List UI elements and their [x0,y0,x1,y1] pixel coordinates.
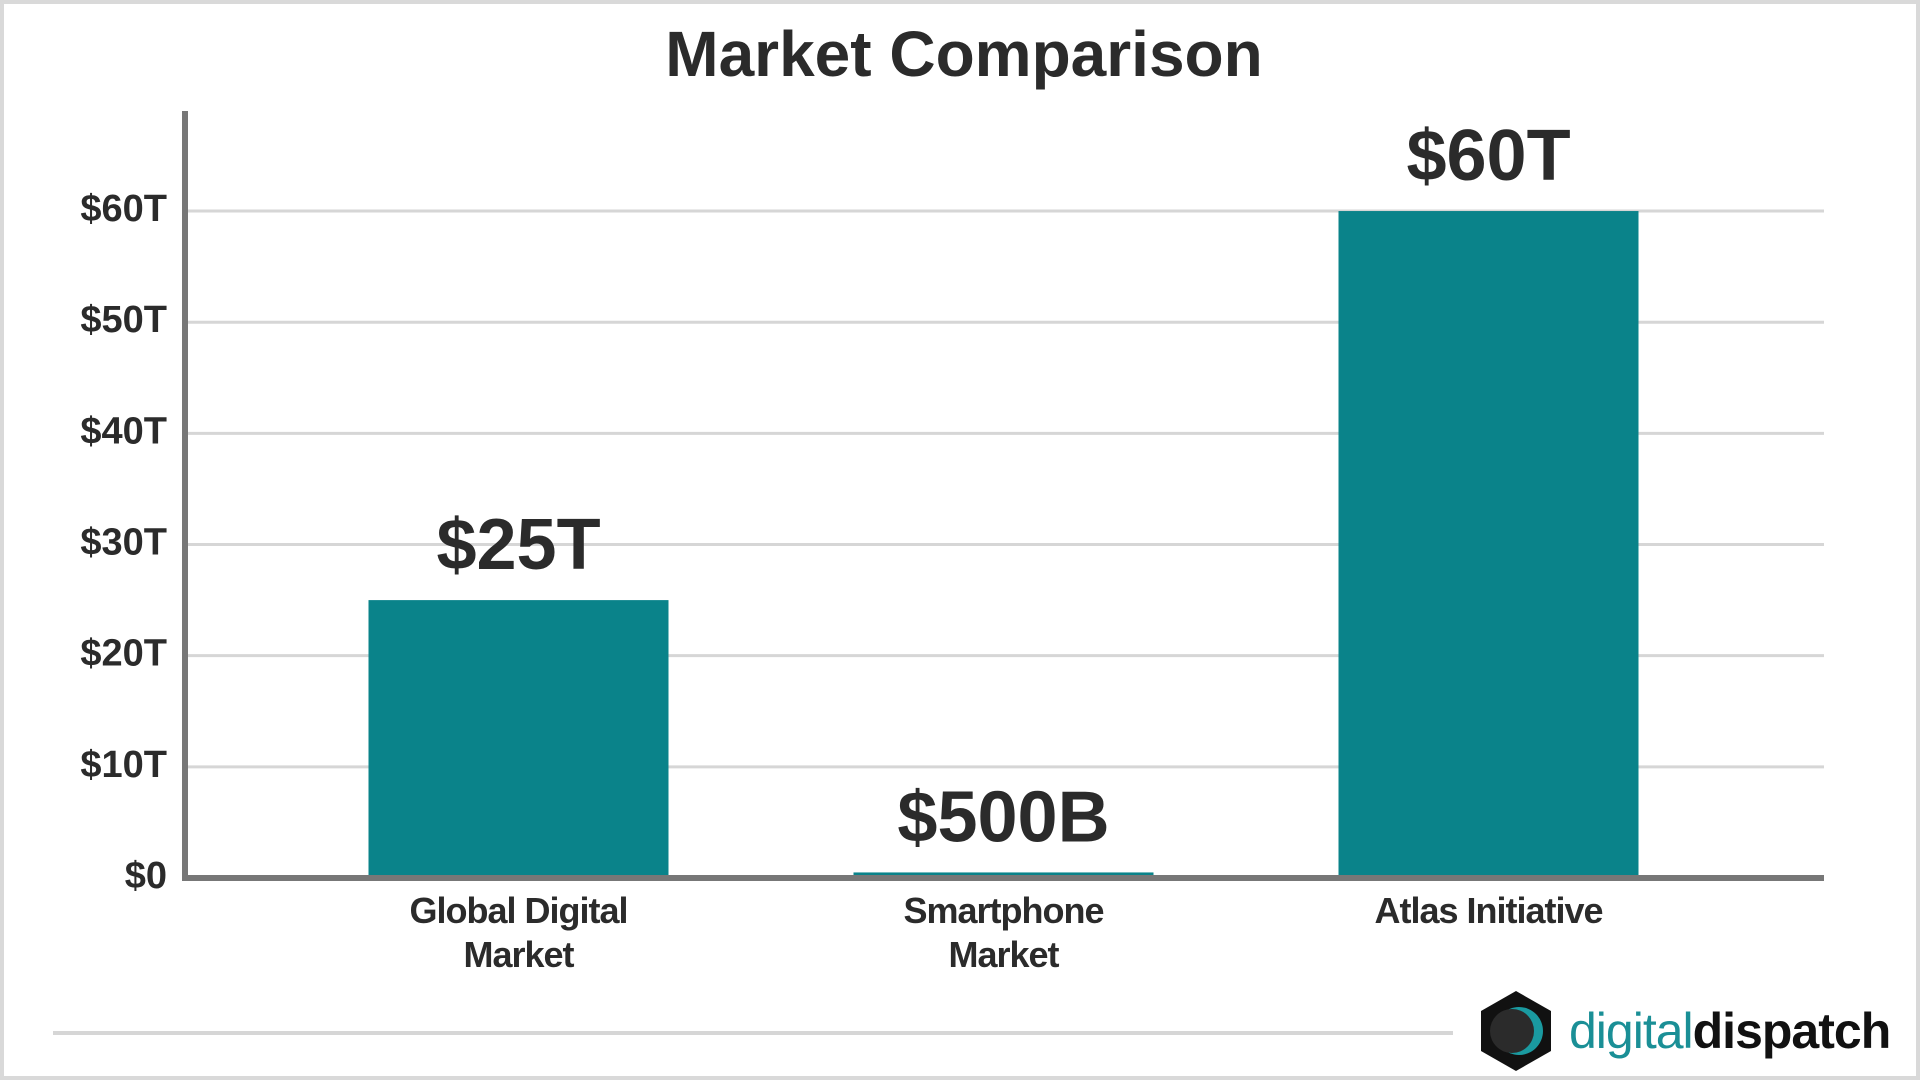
y-tick-label: $50T [80,299,167,341]
y-tick-label: $20T [80,633,167,675]
logo-icon [1481,991,1551,1071]
x-tick-label: Atlas Initiative [1374,890,1603,931]
y-tick-label: $30T [80,522,167,564]
value-label: $500B [897,777,1109,857]
y-tick-label: $10T [80,744,167,786]
y-tick-label: $0 [125,855,167,897]
brand: digitaldispatch [1569,1002,1892,1060]
y-tick-label: $60T [80,188,167,230]
brand-part: dispatch [1692,1003,1892,1059]
y-tick-label: $40T [80,410,167,452]
bar [1338,211,1639,879]
x-tick-label: Smartphone Market [903,890,1104,975]
x-tick-label: Global Digital Market [409,890,628,975]
value-label: $60T [1406,116,1570,196]
value-label: $25T [436,505,600,585]
bar [368,600,669,878]
brand-part: digital [1569,1003,1694,1059]
chart: Market Comparison $0 $10T $20T $30T $40T $50T… [53,18,1824,1071]
chart-title: Market Comparison [665,18,1262,90]
